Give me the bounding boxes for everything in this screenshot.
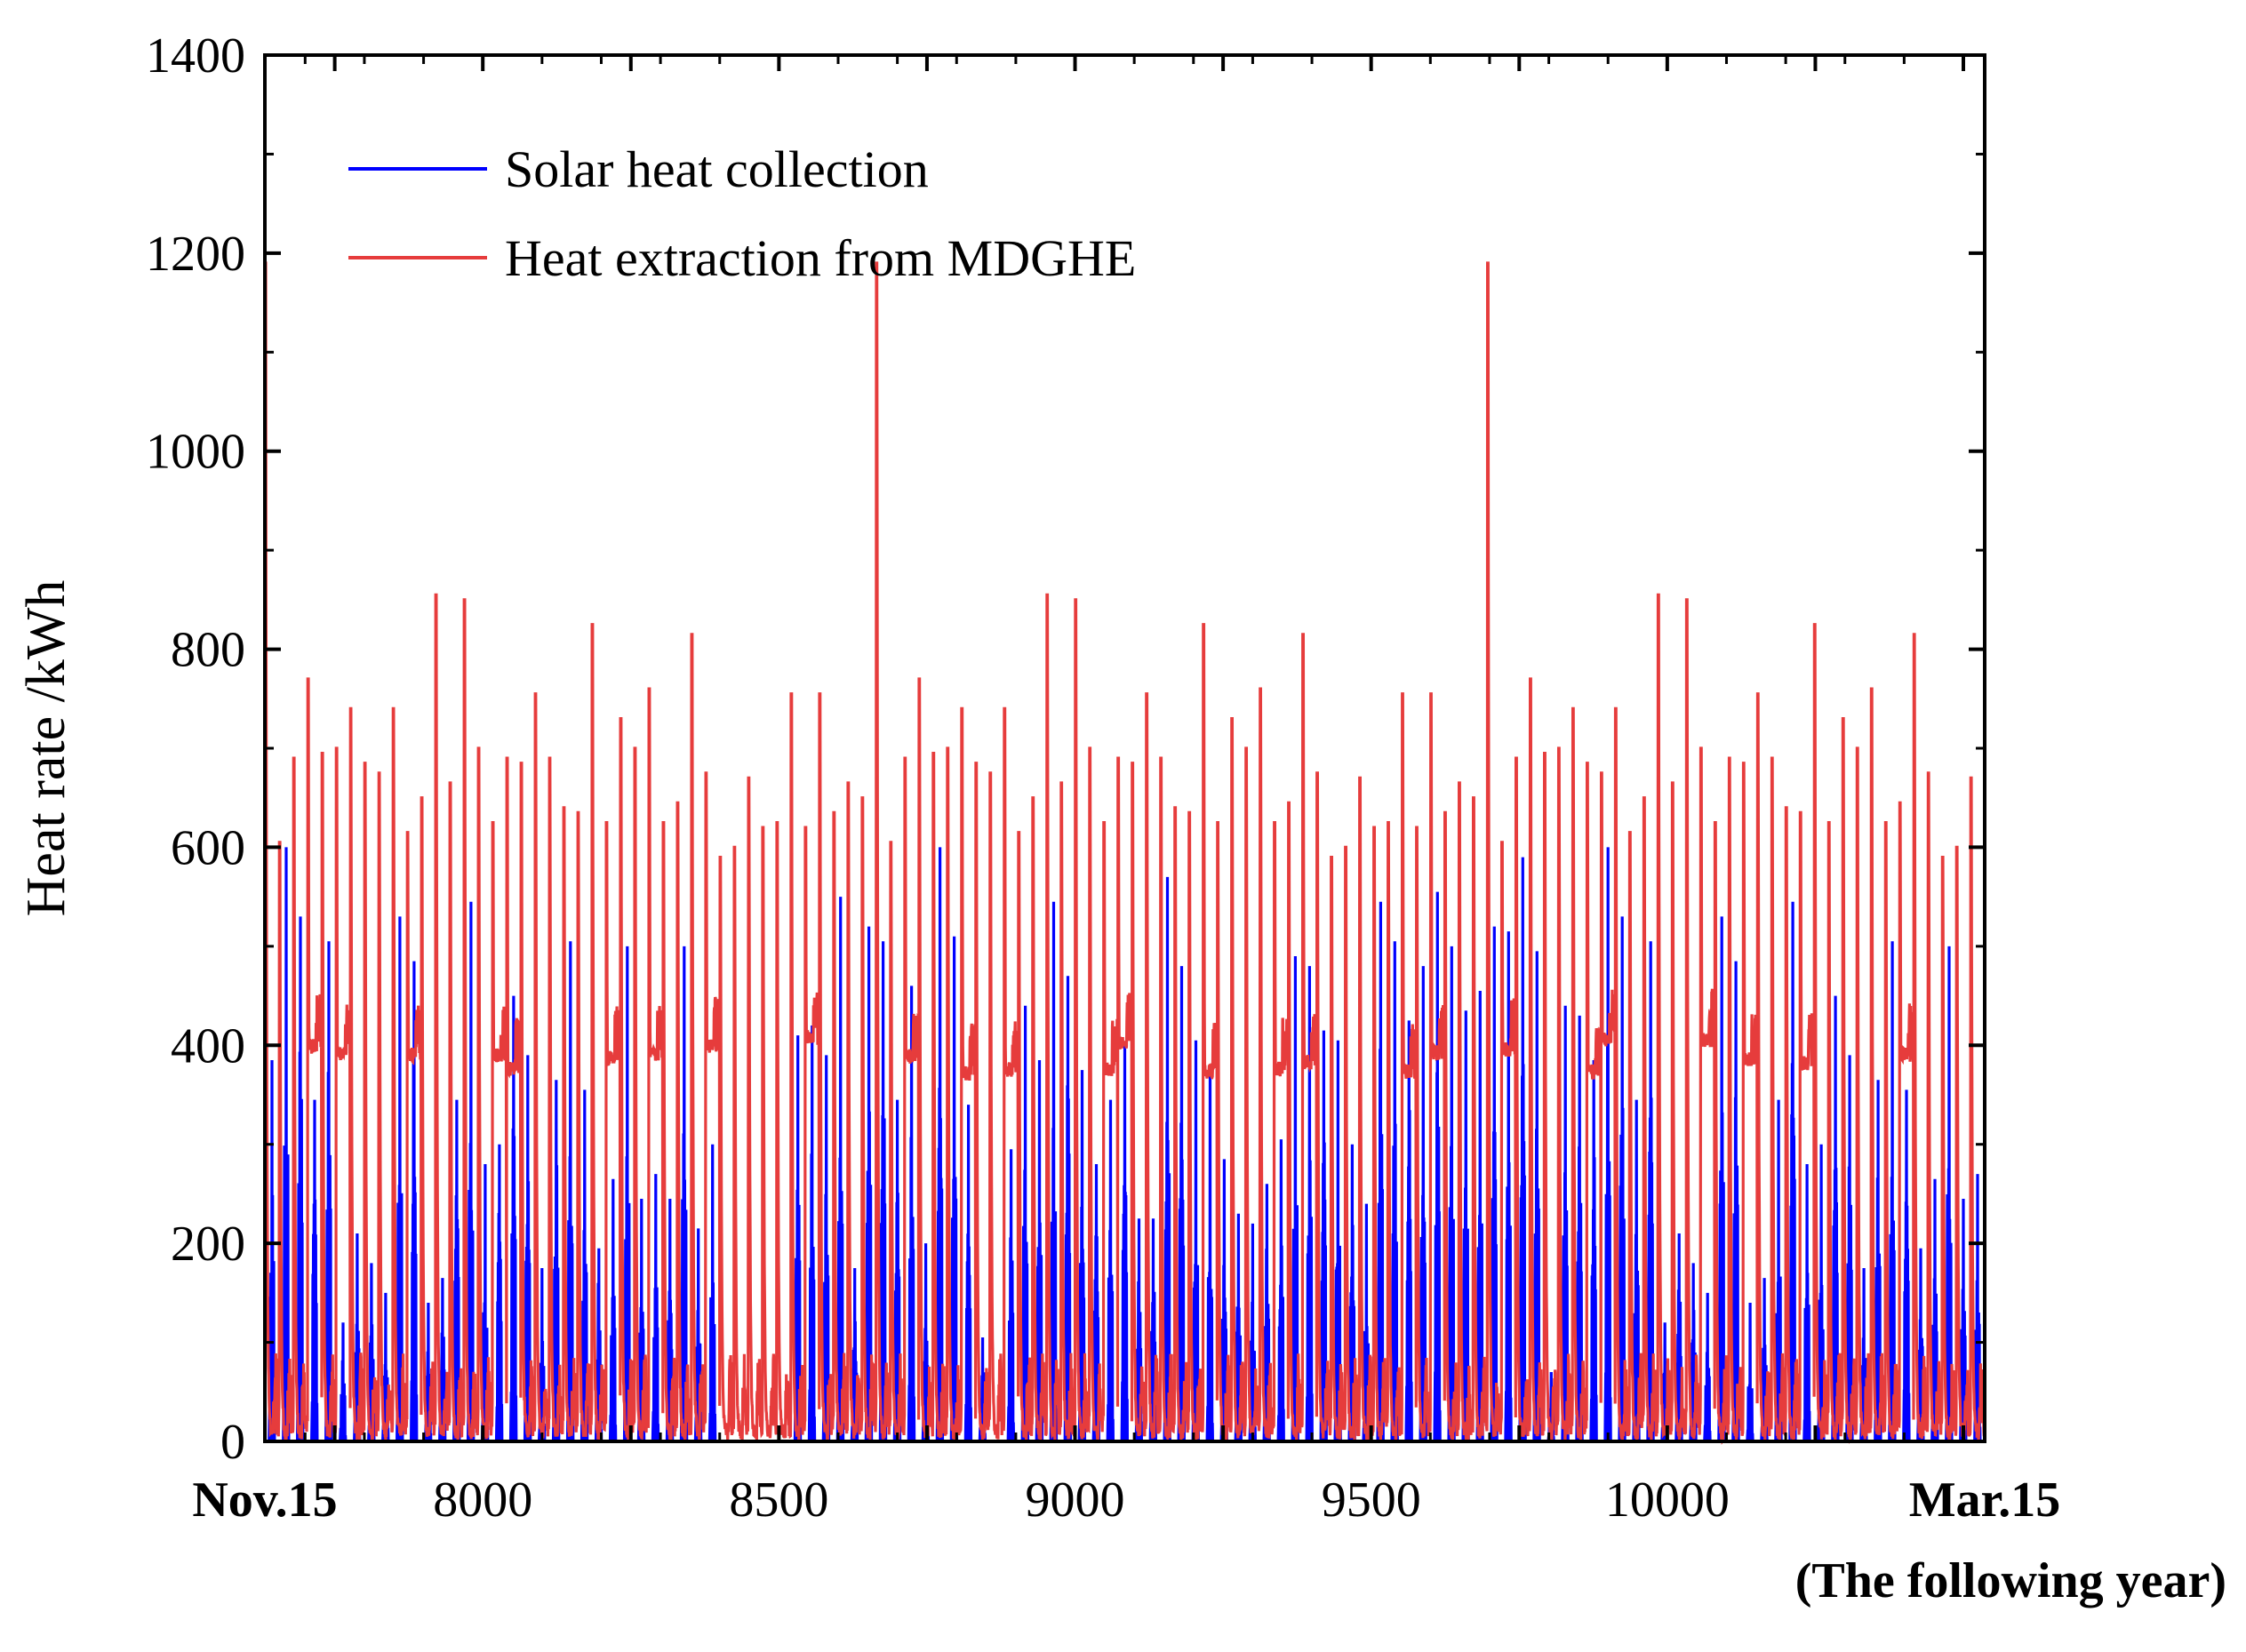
y-tick-label: 200 — [171, 1217, 245, 1272]
x-tick-label: 9500 — [1322, 1472, 1421, 1528]
y-tick-label: 1200 — [146, 227, 245, 282]
legend: Solar heat collection Heat extraction fro… — [348, 140, 1136, 287]
x-axis-note: (The following year) — [1795, 1553, 2226, 1608]
labels-layer: 0 200 400 600 800 1000 1200 1400 Nov.15 8000 8500 9… — [16, 28, 2226, 1608]
series-layer — [263, 261, 1986, 1445]
x-tick-label: Mar.15 — [1909, 1472, 2061, 1528]
legend-label-1: Heat extraction from MDGHE — [505, 229, 1136, 287]
legend-label-0: Solar heat collection — [505, 140, 929, 198]
x-tick-label: 8000 — [433, 1472, 532, 1528]
y-tick-label: 600 — [171, 820, 245, 875]
x-tick-label: 8500 — [729, 1472, 828, 1528]
y-tick-label: 0 — [220, 1415, 245, 1470]
y-tick-label: 1400 — [146, 28, 245, 84]
y-tick-label: 400 — [171, 1018, 245, 1073]
x-tick-label: Nov.15 — [192, 1472, 337, 1528]
y-tick-label: 1000 — [146, 425, 245, 480]
y-tick-label: 800 — [171, 623, 245, 678]
x-tick-label: 9000 — [1026, 1472, 1125, 1528]
y-axis-title: Heat rate /kWh — [16, 580, 76, 917]
x-tick-label: 10000 — [1605, 1472, 1730, 1528]
series-heat-extraction-mdghe — [263, 261, 1986, 1445]
axes-layer — [263, 53, 1986, 1443]
